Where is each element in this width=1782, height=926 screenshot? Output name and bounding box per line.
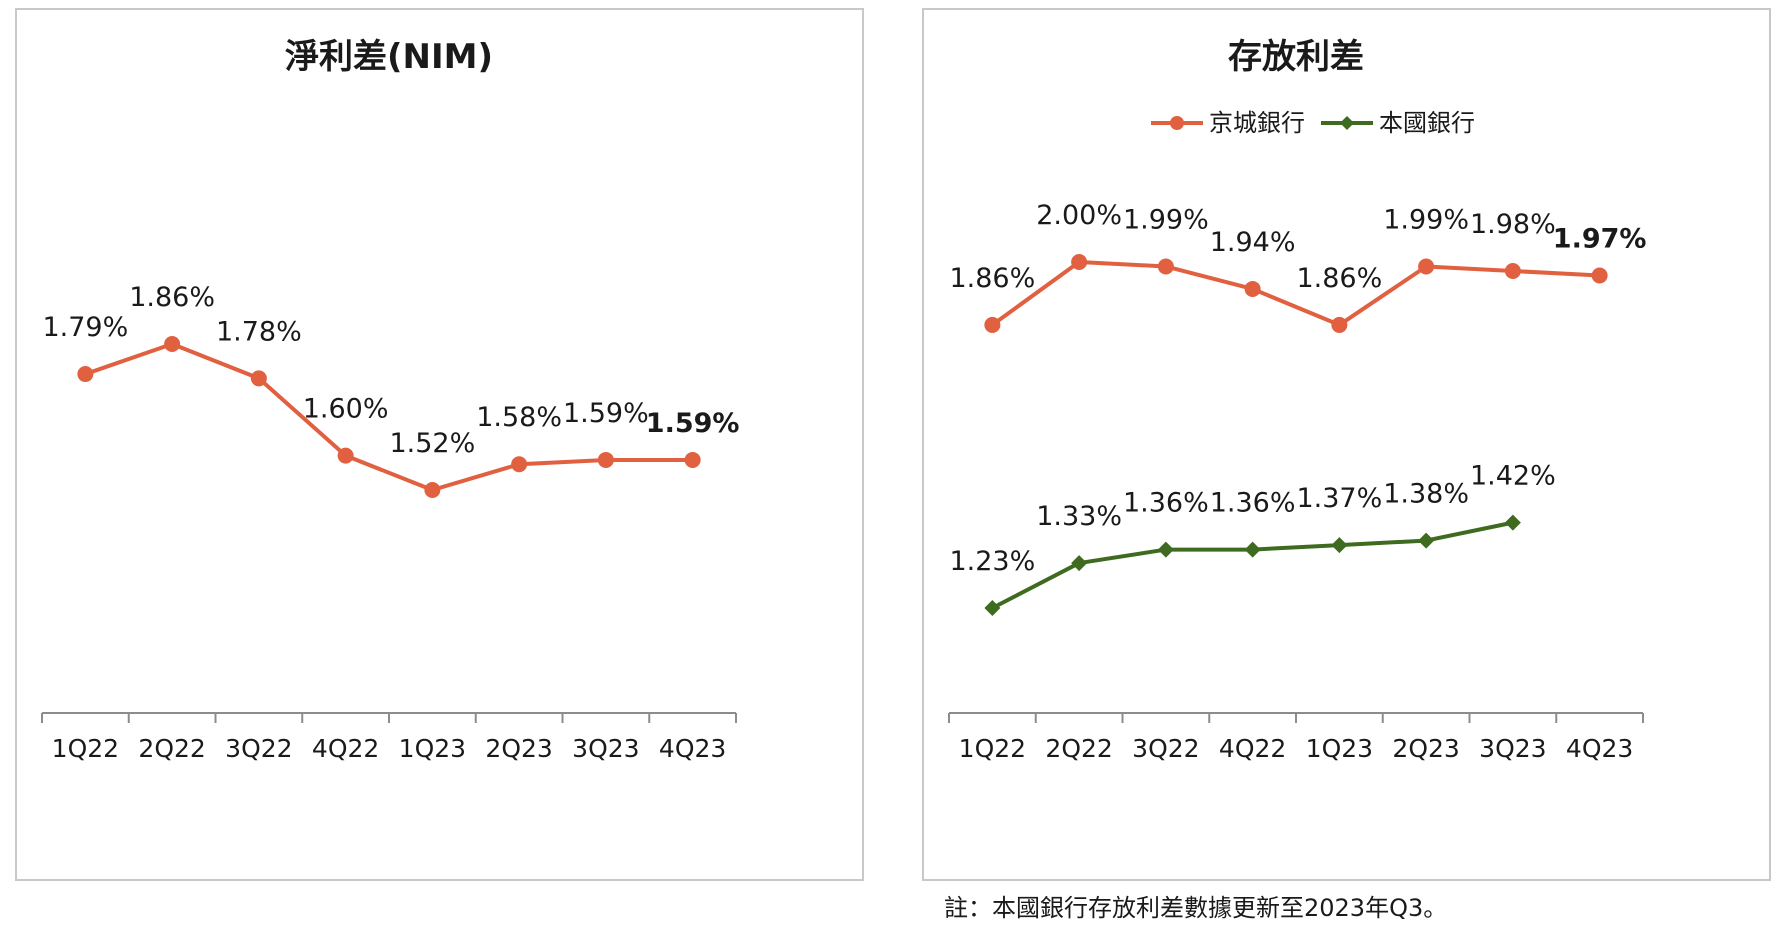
x-tick-label: 1Q23 — [399, 734, 466, 763]
data-label: 1.86% — [949, 263, 1035, 294]
data-label: 1.42% — [1470, 461, 1556, 492]
data-point — [164, 336, 181, 352]
x-tick-label: 1Q22 — [52, 734, 119, 763]
x-tick-label: 3Q23 — [572, 734, 639, 763]
data-label: 1.99% — [1383, 204, 1469, 235]
chart-title: 淨利差(NIM) — [285, 37, 493, 77]
data-label: 1.59% — [563, 398, 649, 429]
data-point — [684, 451, 701, 468]
data-label: 1.37% — [1296, 483, 1382, 514]
x-tick-label: 4Q22 — [312, 734, 379, 763]
x-tick-label: 4Q23 — [1566, 734, 1633, 763]
data-point — [984, 600, 1001, 616]
data-point — [1157, 541, 1174, 558]
data-label: 1.86% — [1296, 263, 1382, 294]
data-point — [424, 482, 441, 498]
data-point — [1591, 267, 1608, 284]
x-tick-label: 2Q23 — [1392, 734, 1459, 763]
data-label: 1.60% — [303, 394, 389, 425]
data-point — [1071, 254, 1088, 270]
data-label: 1.86% — [129, 282, 215, 313]
chart-title: 存放利差 — [1228, 37, 1364, 77]
x-tick-label: 3Q23 — [1479, 734, 1546, 763]
data-label: 1.94% — [1210, 227, 1296, 258]
legend-marker-1 — [1340, 116, 1354, 130]
data-point — [250, 370, 267, 387]
x-tick-label: 1Q22 — [959, 734, 1026, 763]
data-point — [597, 451, 614, 468]
data-point — [1071, 555, 1088, 572]
legend-label-1: 本國銀行 — [1379, 109, 1475, 137]
data-label: 1.99% — [1123, 204, 1209, 235]
spread-chart-panel: 存放利差京城銀行 本國銀行 1Q22 2Q22 3Q22 4Q22 1Q23 2Q23 3Q23… — [922, 8, 1771, 881]
series-line-1 — [991, 520, 1514, 610]
nim-chart: 淨利差(NIM) 1Q22 2Q22 3Q22 4Q22 1Q23 2Q23 3Q23 4Q23… — [41, 37, 740, 763]
data-label: 1.52% — [389, 428, 475, 459]
data-point — [1244, 541, 1261, 558]
data-label: 1.98% — [1470, 209, 1556, 240]
x-tick-label: 4Q22 — [1219, 734, 1286, 763]
data-label: 1.58% — [476, 402, 562, 433]
legend-marker-0 — [1170, 116, 1184, 130]
data-label-latest: 1.59% — [646, 408, 740, 439]
data-label-latest: 1.97% — [1553, 223, 1647, 254]
data-label: 2.00% — [1036, 200, 1122, 231]
x-tick-label: 4Q23 — [659, 734, 726, 763]
data-point — [1504, 262, 1521, 279]
data-label: 1.38% — [1383, 479, 1469, 510]
x-tick-label: 2Q22 — [138, 734, 205, 763]
x-tick-label: 3Q22 — [1132, 734, 1199, 763]
nim-chart-panel: 淨利差(NIM) 1Q22 2Q22 3Q22 4Q22 1Q23 2Q23 3Q23 4Q23… — [15, 8, 864, 881]
data-point — [1418, 258, 1435, 275]
data-label: 1.78% — [216, 316, 302, 347]
legend-label-0: 京城銀行 — [1209, 109, 1305, 137]
x-tick-label: 2Q22 — [1045, 734, 1112, 763]
data-point — [1418, 532, 1435, 549]
data-point — [1331, 537, 1348, 554]
x-tick-label: 2Q23 — [485, 734, 552, 763]
data-point — [1157, 258, 1174, 275]
footnote: 註：本國銀行存放利差數據更新至2023年Q3。 — [944, 894, 1448, 922]
data-point — [1504, 514, 1521, 531]
series-line-0 — [84, 342, 693, 492]
data-point — [77, 366, 94, 383]
data-point — [511, 456, 528, 473]
x-tick-label: 1Q23 — [1306, 734, 1373, 763]
data-point — [337, 447, 354, 464]
data-label: 1.23% — [949, 546, 1035, 577]
data-label: 1.36% — [1210, 488, 1296, 519]
data-label: 1.33% — [1036, 501, 1122, 532]
data-label: 1.36% — [1123, 488, 1209, 519]
data-point — [984, 316, 1001, 333]
data-label: 1.79% — [42, 312, 128, 343]
data-point — [1244, 280, 1261, 297]
data-point — [1331, 316, 1348, 333]
series-line-0 — [991, 260, 1600, 327]
x-tick-label: 3Q22 — [225, 734, 292, 763]
